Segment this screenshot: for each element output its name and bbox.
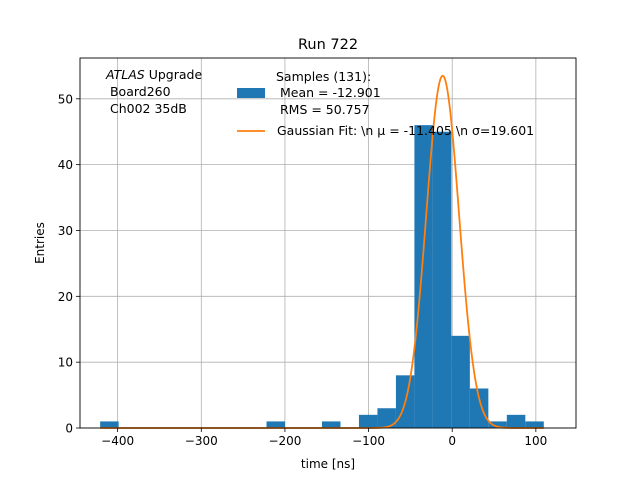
- annotation-line-1: ATLAS Upgrade: [105, 67, 202, 82]
- x-tick-label: −300: [185, 434, 218, 448]
- histogram-bar: [488, 421, 507, 428]
- y-tick-label: 30: [58, 224, 73, 238]
- histogram-bar: [377, 408, 396, 428]
- legend-histogram-swatch: [237, 88, 265, 98]
- histogram-bar: [100, 421, 119, 428]
- legend-histogram-line-1: Samples (131):: [276, 69, 371, 84]
- chart-title: Run 722: [298, 37, 358, 53]
- x-tick-label: −100: [352, 434, 385, 448]
- y-tick-label: 40: [58, 158, 73, 172]
- histogram-bar: [525, 421, 544, 428]
- histogram-bar: [266, 421, 286, 428]
- annotation-line-2: Board260: [106, 84, 171, 99]
- x-axis-label: time [ns]: [301, 457, 355, 471]
- legend-histogram-line-2: Mean = -12.901: [276, 85, 381, 100]
- plot-frame: [79, 57, 577, 429]
- histogram-bar: [451, 335, 470, 428]
- annotation-line-3: Ch002 35dB: [106, 101, 187, 116]
- y-tick-label: 20: [58, 290, 73, 304]
- x-tick-label: 0: [448, 434, 456, 448]
- legend-fit-label: Gaussian Fit: \n μ = -11.405 \n σ=19.601: [277, 123, 534, 138]
- y-axis-label: Entries: [33, 222, 47, 264]
- legend: Samples (131): Mean = -12.901 RMS = 50.7…: [237, 69, 534, 138]
- atlas-annotation: ATLAS Upgrade Board260 Ch002 35dB: [105, 67, 202, 116]
- x-tick-label: −400: [101, 434, 134, 448]
- axis-ticks: −400 −300 −200 −100 0 100 0 10 20 30 40 50: [58, 92, 548, 448]
- histogram-bar: [506, 414, 526, 428]
- y-tick-label: 0: [65, 422, 73, 436]
- annotation-line-1-rest: Upgrade: [145, 67, 203, 82]
- histogram-bar: [432, 131, 452, 429]
- histogram-bar: [414, 125, 433, 429]
- x-tick-label: 100: [524, 434, 547, 448]
- y-tick-label: 10: [58, 356, 73, 370]
- histogram-bars: [100, 125, 544, 429]
- histogram-bar: [469, 388, 489, 428]
- annotation-italic: ATLAS: [105, 67, 145, 82]
- histogram-bar: [358, 414, 378, 428]
- y-tick-label: 50: [58, 92, 73, 106]
- x-tick-label: −200: [268, 434, 301, 448]
- legend-histogram-line-3: RMS = 50.757: [276, 102, 370, 117]
- histogram-bar: [321, 421, 341, 428]
